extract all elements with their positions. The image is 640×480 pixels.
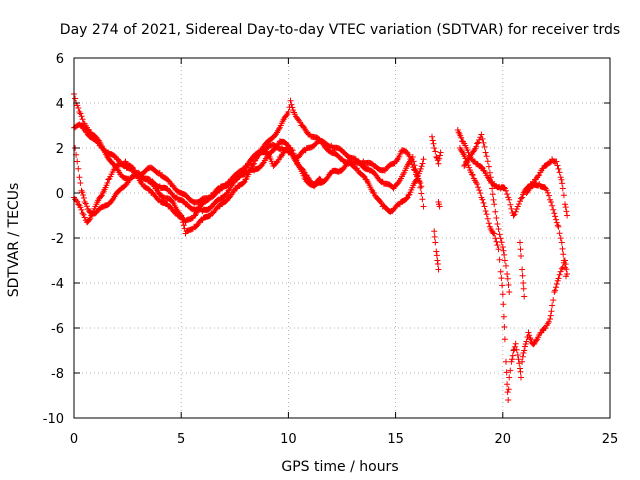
series-track-i [456, 145, 571, 403]
x-axis-label: GPS time / hours [281, 459, 398, 475]
series-track-f [431, 228, 442, 273]
series-markers [431, 228, 442, 273]
series-markers [523, 181, 569, 280]
y-tick-label: 4 [56, 97, 64, 112]
y-axis-ticks: -10 -8 -6 -4 -2 0 2 4 6 [43, 52, 610, 427]
chart-title: Day 274 of 2021, Sidereal Day-to-day VTE… [60, 22, 620, 38]
x-tick-label: 0 [70, 432, 78, 447]
grid-lines [74, 58, 610, 418]
x-tick-label: 5 [177, 432, 185, 447]
y-tick-label: -4 [51, 277, 64, 292]
series-track-l [523, 181, 569, 280]
x-tick-label: 15 [387, 432, 404, 447]
x-tick-label: 20 [495, 432, 512, 447]
y-tick-label: -6 [51, 322, 64, 337]
series-markers [517, 239, 528, 300]
data-points [71, 91, 571, 403]
series-track-k [517, 239, 528, 300]
series-track-e [429, 133, 444, 167]
series-markers [456, 145, 571, 403]
x-tick-label: 25 [602, 432, 619, 447]
y-tick-label: 2 [56, 142, 64, 157]
y-axis-label: SDTVAR / TECUs [6, 183, 22, 298]
x-tick-label: 10 [280, 432, 297, 447]
y-tick-label: -2 [51, 232, 64, 247]
series-markers [429, 133, 444, 167]
y-tick-label: 0 [56, 187, 64, 202]
y-tick-label: 6 [56, 52, 64, 67]
x-axis-ticks: 0 5 10 15 20 25 [70, 58, 618, 447]
series-markers [461, 131, 513, 295]
series-markers [71, 138, 427, 226]
series-markers [71, 97, 425, 214]
y-tick-label: -8 [51, 367, 64, 382]
series-markers [435, 199, 443, 210]
series-track-j [461, 131, 513, 295]
series-track-c [71, 138, 427, 226]
series-track-g [435, 199, 443, 210]
series-track-a [71, 97, 425, 214]
y-tick-label: -10 [43, 412, 64, 427]
